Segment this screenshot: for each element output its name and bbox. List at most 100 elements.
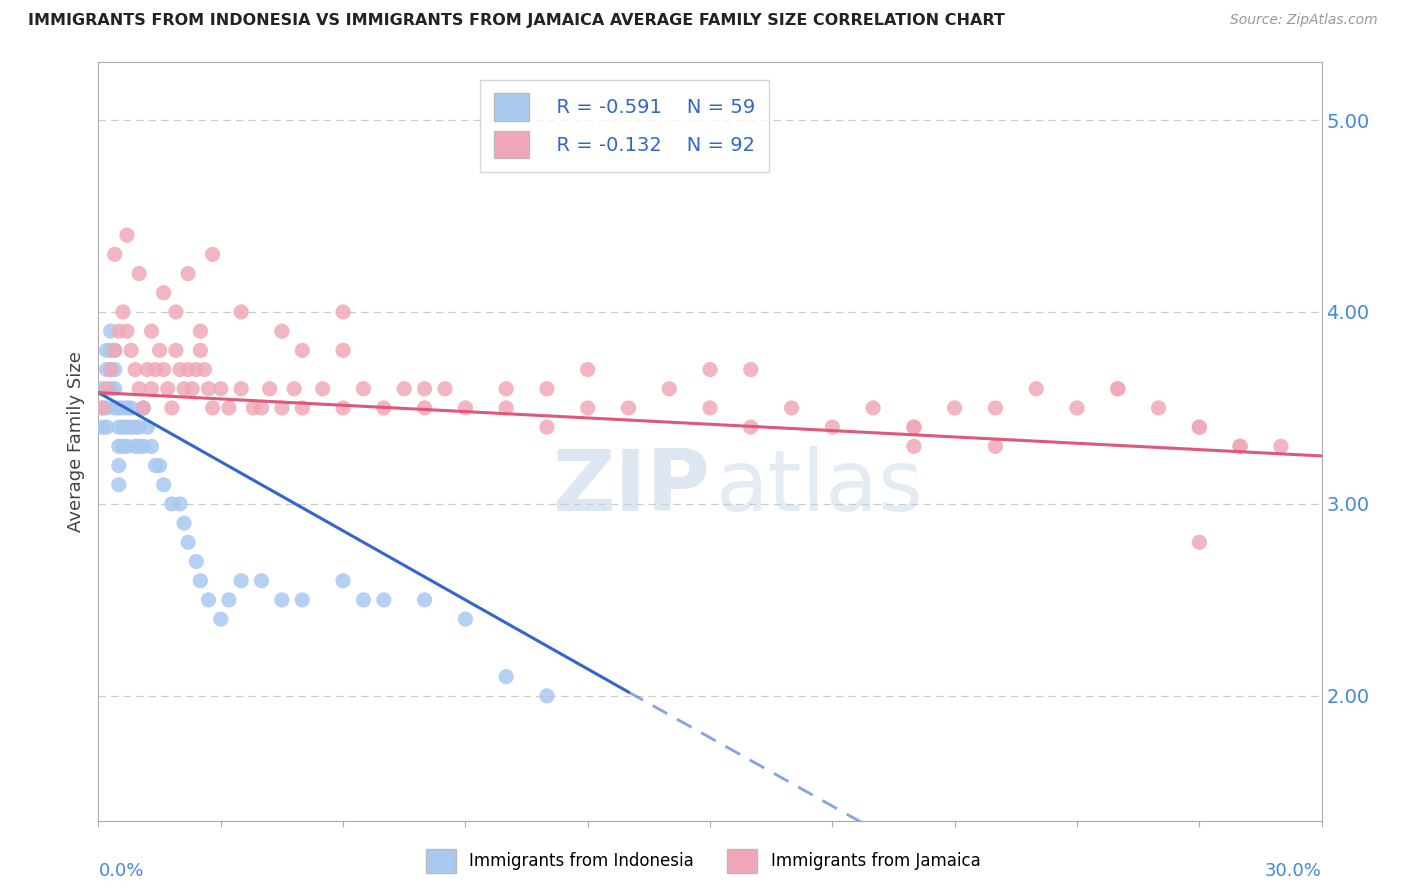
Point [1147, 401, 1170, 415]
Point [108, 477, 131, 491]
Point [495, 401, 517, 415]
Point [576, 401, 599, 415]
Point [111, 439, 134, 453]
Point [1229, 439, 1251, 453]
Point [231, 574, 253, 588]
Point [454, 612, 477, 626]
Point [259, 382, 281, 396]
Point [658, 382, 681, 396]
Point [108, 420, 131, 434]
Point [209, 382, 232, 396]
Point [169, 497, 191, 511]
Point [312, 382, 335, 396]
Point [96, 401, 118, 415]
Point [104, 382, 127, 396]
Point [104, 362, 127, 376]
Point [270, 324, 294, 338]
Point [188, 574, 212, 588]
Point [141, 382, 163, 396]
Point [91, 401, 114, 415]
Point [780, 401, 803, 415]
Point [104, 343, 127, 358]
Point [495, 670, 517, 684]
Point [132, 401, 155, 415]
Point [699, 401, 721, 415]
Point [392, 382, 416, 396]
Point [181, 382, 204, 396]
Point [111, 420, 134, 434]
Point [173, 382, 195, 396]
Point [188, 343, 212, 358]
Point [536, 689, 558, 703]
Text: IMMIGRANTS FROM INDONESIA VS IMMIGRANTS FROM JAMAICA AVERAGE FAMILY SIZE CORRELA: IMMIGRANTS FROM INDONESIA VS IMMIGRANTS … [28, 13, 1005, 29]
Point [100, 324, 122, 338]
Y-axis label: Average Family Size: Average Family Size [66, 351, 84, 532]
Point [862, 401, 884, 415]
Point [177, 362, 200, 376]
Point [152, 362, 174, 376]
Point [120, 420, 142, 434]
Point [132, 401, 155, 415]
Point [1229, 439, 1251, 453]
Point [108, 324, 131, 338]
Point [111, 305, 134, 319]
Point [124, 362, 146, 376]
Text: Source: ZipAtlas.com: Source: ZipAtlas.com [1230, 13, 1378, 28]
Point [152, 477, 174, 491]
Point [128, 382, 150, 396]
Point [250, 574, 273, 588]
Point [104, 401, 127, 415]
Point [495, 382, 517, 396]
Point [104, 343, 127, 358]
Point [903, 439, 925, 453]
Point [115, 420, 138, 434]
Point [100, 382, 122, 396]
Legend: Immigrants from Indonesia, Immigrants from Jamaica: Immigrants from Indonesia, Immigrants fr… [419, 842, 987, 880]
Point [111, 401, 134, 415]
Point [1107, 382, 1129, 396]
Point [250, 401, 273, 415]
Text: 0.0%: 0.0% [98, 863, 143, 880]
Point [821, 420, 844, 434]
Point [100, 343, 122, 358]
Point [699, 362, 721, 376]
Point [454, 401, 477, 415]
Point [100, 362, 122, 376]
Point [291, 343, 314, 358]
Point [177, 535, 200, 549]
Point [434, 382, 457, 396]
Point [373, 593, 395, 607]
Point [100, 362, 122, 376]
Point [943, 401, 966, 415]
Point [536, 382, 558, 396]
Point [165, 305, 187, 319]
Point [903, 420, 925, 434]
Point [536, 420, 558, 434]
Text: atlas: atlas [716, 445, 924, 529]
Point [352, 382, 374, 396]
Point [128, 420, 150, 434]
Point [169, 362, 191, 376]
Point [115, 324, 138, 338]
Text: 30.0%: 30.0% [1265, 863, 1322, 880]
Point [270, 593, 294, 607]
Point [201, 247, 224, 261]
Point [231, 382, 253, 396]
Point [96, 362, 118, 376]
Point [177, 267, 200, 281]
Point [270, 401, 294, 415]
Point [197, 593, 219, 607]
Point [160, 401, 183, 415]
Point [352, 593, 374, 607]
Point [91, 420, 114, 434]
Point [332, 401, 354, 415]
Point [740, 420, 762, 434]
Point [120, 343, 142, 358]
Point [136, 420, 159, 434]
Point [291, 593, 314, 607]
Point [197, 382, 219, 396]
Point [617, 401, 640, 415]
Point [1188, 535, 1211, 549]
Point [740, 362, 762, 376]
Point [115, 401, 138, 415]
